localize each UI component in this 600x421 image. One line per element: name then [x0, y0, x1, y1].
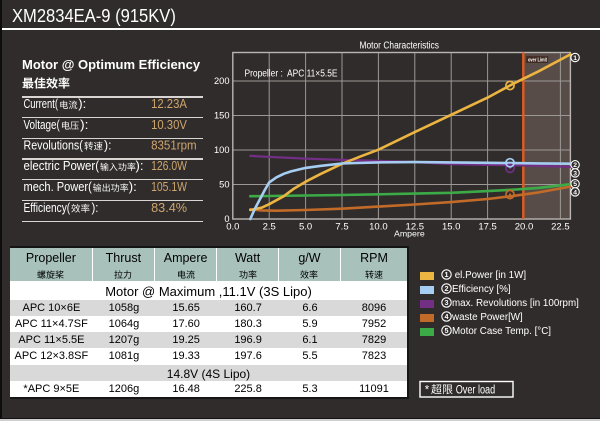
- svg-text:7.5: 7.5: [335, 221, 348, 232]
- svg-text:5: 5: [573, 181, 577, 188]
- svg-text:12.23A: 12.23A: [151, 96, 187, 111]
- svg-text:Propeller : APC 11×5.5E: Propeller : APC 11×5.5E: [245, 68, 338, 79]
- svg-text:3: 3: [573, 170, 577, 177]
- svg-text:83.4%: 83.4%: [151, 200, 187, 215]
- svg-text:2: 2: [445, 284, 449, 293]
- svg-text:4: 4: [445, 312, 449, 321]
- svg-text:12.5: 12.5: [406, 221, 425, 232]
- svg-text:Current(: Current(: [24, 96, 59, 111]
- svg-text:10.30V: 10.30V: [151, 117, 187, 132]
- svg-text:):: ):: [92, 200, 99, 215]
- svg-text:):: ):: [136, 158, 144, 173]
- svg-text:4: 4: [573, 189, 577, 196]
- svg-text:15.0: 15.0: [442, 221, 461, 232]
- svg-text:over Limit: over Limit: [528, 58, 547, 64]
- svg-text:):: ):: [104, 138, 112, 153]
- svg-text:1: 1: [445, 270, 449, 279]
- svg-text:Over load: Over load: [456, 384, 496, 396]
- svg-text:100: 100: [214, 145, 230, 155]
- svg-text:):: ):: [129, 179, 137, 194]
- svg-text:):: ):: [80, 117, 89, 132]
- svg-text:5.0: 5.0: [299, 221, 312, 232]
- svg-text:22.5: 22.5: [551, 221, 570, 232]
- svg-text:2.5: 2.5: [263, 221, 276, 232]
- svg-text:mech. Power(: mech. Power(: [24, 179, 93, 194]
- svg-text:3: 3: [445, 298, 449, 307]
- svg-text:*: *: [425, 384, 430, 396]
- svg-text:Voltage(: Voltage(: [24, 117, 61, 132]
- svg-text:0.0: 0.0: [226, 221, 239, 232]
- svg-text:200: 200: [214, 76, 230, 86]
- svg-text:5: 5: [445, 326, 449, 335]
- svg-text:50: 50: [219, 180, 229, 190]
- svg-text:10.0: 10.0: [369, 221, 388, 232]
- svg-text:):: ):: [78, 96, 86, 111]
- svg-text:8351rpm: 8351rpm: [151, 138, 197, 153]
- svg-text:150: 150: [214, 111, 230, 121]
- svg-text:17.5: 17.5: [478, 221, 497, 232]
- svg-text:20.0: 20.0: [515, 221, 534, 232]
- svg-text:105.1W: 105.1W: [151, 179, 187, 194]
- svg-text:2: 2: [573, 162, 577, 169]
- svg-text:Revolutions(: Revolutions(: [24, 138, 84, 153]
- svg-text:1: 1: [573, 55, 577, 62]
- svg-text:Motor Characteristics: Motor Characteristics: [360, 41, 439, 52]
- svg-text:Efficiency(: Efficiency(: [24, 200, 71, 215]
- svg-text:0: 0: [224, 214, 229, 224]
- svg-text:electric Power(: electric Power(: [24, 158, 100, 173]
- svg-text:Ampere: Ampere: [394, 229, 425, 238]
- svg-text:126.0W: 126.0W: [151, 158, 187, 173]
